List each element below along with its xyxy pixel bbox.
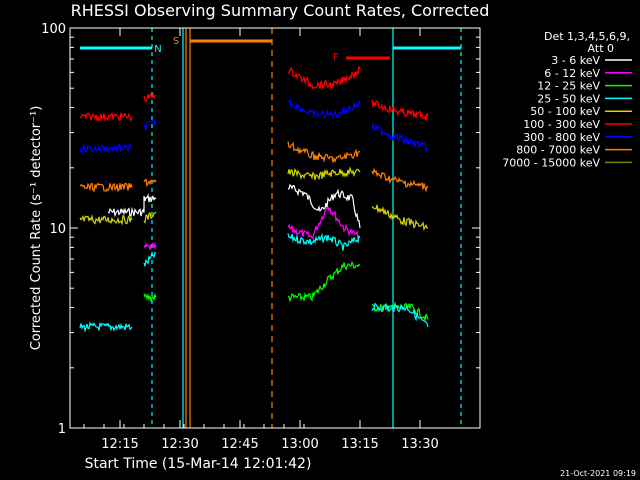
- legend-label-7: 800 - 7000 keV: [516, 144, 600, 157]
- legend-label-2: 12 - 25 keV: [537, 80, 600, 93]
- series-25-50-kev-seg-3: [371, 301, 429, 328]
- series-50-100-kev-seg-0: [79, 213, 133, 226]
- legend-label-1: 6 - 12 keV: [544, 67, 600, 80]
- y-tick-label-0: 1: [58, 422, 66, 437]
- series-25-50-kev-seg-0: [79, 321, 133, 333]
- y-axis-label: Corrected Count Rate (s⁻¹ detector⁻¹): [29, 106, 44, 351]
- series-3-6-kev-seg-1: [287, 183, 361, 229]
- axis-ticks: 12:15 12:30 12:45 13:00 13:15 13:30 1 10 100: [41, 22, 480, 452]
- y-tick-label-2: 100: [41, 22, 66, 37]
- flag-label-s: S: [173, 36, 179, 47]
- x-axis-label: Start Time (15-Mar-14 12:01:42): [85, 456, 312, 472]
- x-tick-label-2: 12:45: [221, 437, 258, 452]
- x-tick-label-4: 13:15: [341, 437, 378, 452]
- legend-label-6: 300 - 800 keV: [523, 131, 600, 144]
- mode-marker-lines: [151, 28, 462, 428]
- timestamp: 21-Oct-2021 09:19: [560, 469, 636, 478]
- series-300-800-kev-seg-2: [287, 98, 361, 120]
- series-3-6-kev-seg-0: [107, 193, 157, 218]
- series-800-7000-kev-seg-1: [143, 178, 157, 188]
- series-12-25-kev-seg-0: [143, 292, 157, 303]
- mode-flag-bars: N S F: [80, 36, 461, 63]
- series-6-12-kev-seg-1: [287, 206, 361, 240]
- x-tick-label-1: 12:30: [161, 437, 198, 452]
- flag-label-f: F: [333, 52, 339, 63]
- chart-title: RHESSI Observing Summary Count Rates, Co…: [71, 1, 490, 20]
- series-100-300-kev-seg-2: [288, 66, 361, 90]
- plot-frame: [69, 27, 481, 429]
- series-50-100-kev-seg-1: [143, 211, 157, 224]
- x-tick-label-0: 12:15: [101, 437, 138, 452]
- series-100-300-kev-seg-3: [371, 99, 429, 121]
- series-50-100-kev-seg-2: [287, 166, 361, 181]
- series-800-7000-kev-seg-2: [287, 141, 361, 163]
- series-25-50-kev-seg-1: [143, 251, 157, 267]
- series-layer: [79, 66, 429, 333]
- series-300-800-kev-seg-1: [143, 118, 157, 131]
- legend-label-0: 3 - 6 keV: [551, 54, 600, 67]
- series-100-300-kev-seg-1: [143, 93, 157, 103]
- series-800-7000-kev-seg-0: [79, 182, 133, 193]
- series-6-12-kev-seg-0: [143, 241, 157, 250]
- series-50-100-kev-seg-3: [371, 204, 429, 231]
- series-800-7000-kev-seg-3: [371, 167, 429, 193]
- legend-header-line2: Att 0: [588, 42, 614, 55]
- series-100-300-kev-seg-0: [79, 112, 133, 123]
- legend-label-4: 50 - 100 keV: [530, 105, 600, 118]
- y-tick-label-1: 10: [49, 222, 66, 237]
- x-tick-label-3: 13:00: [281, 437, 318, 452]
- series-12-25-kev-seg-1: [287, 260, 361, 303]
- legend-label-5: 100 - 300 keV: [523, 118, 600, 131]
- legend-label-3: 25 - 50 keV: [537, 92, 600, 105]
- x-tick-label-5: 13:30: [401, 437, 438, 452]
- legend-header-line1: Det 1,3,4,5,6,9,: [544, 30, 630, 43]
- series-25-50-kev-seg-2: [287, 232, 361, 251]
- legend-label-8: 7000 - 15000 keV: [502, 156, 600, 169]
- series-300-800-kev-seg-3: [371, 123, 429, 152]
- flag-label-n: N: [154, 44, 161, 55]
- series-300-800-kev-seg-0: [79, 143, 133, 154]
